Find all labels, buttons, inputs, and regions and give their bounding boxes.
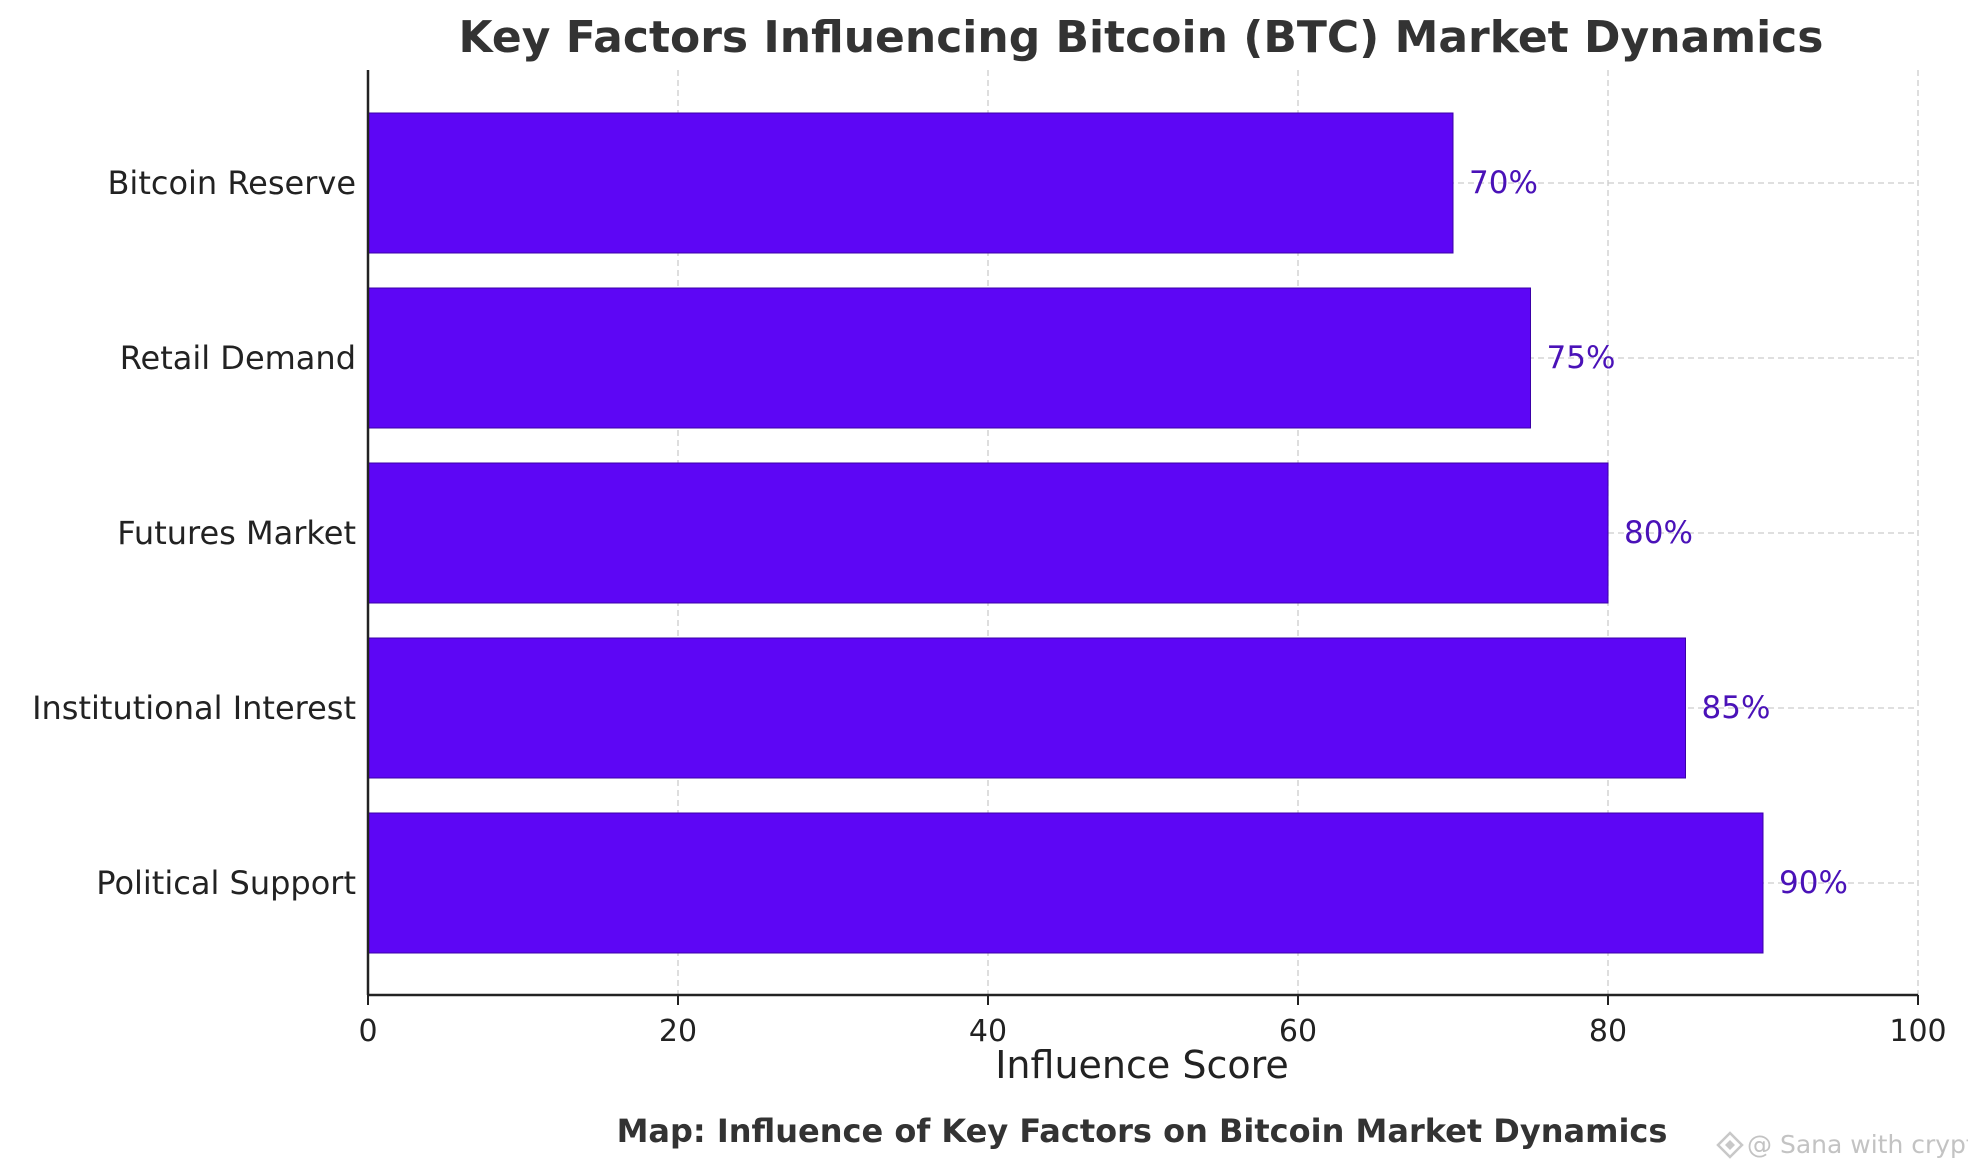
category-label: Bitcoin Reserve [107,164,356,202]
data-label: 85% [1702,690,1771,726]
bar [367,112,1454,254]
category-label: Institutional Interest [32,689,356,727]
chart-subtitle: Map: Influence of Key Factors on Bitcoin… [617,1112,1668,1150]
x-tick-label: 0 [358,1014,377,1049]
bar [367,637,1686,779]
watermark-text: @ Sana with crypto [1747,1130,1968,1159]
category-label: Political Support [96,864,356,902]
chart-title: Key Factors Influencing Bitcoin (BTC) Ma… [459,12,1824,63]
data-label: 90% [1779,865,1848,901]
data-labels: 90% 85% 80% 75% 70% [1469,165,1848,901]
x-tick-label: 100 [1889,1014,1946,1049]
watermark: @ Sana with crypto [1716,1130,1968,1159]
category-labels: Political Support Institutional Interest F… [32,164,356,902]
bars [367,112,1764,954]
category-label: Futures Market [117,514,356,552]
x-tick-label: 20 [659,1014,697,1049]
data-label: 80% [1624,515,1693,551]
watermark-logo-icon [1716,1131,1744,1159]
bar [367,812,1764,954]
bar [367,287,1531,429]
x-axis-label: Influence Score [995,1043,1289,1087]
x-tick-label: 40 [969,1014,1007,1049]
data-label: 70% [1469,165,1538,201]
bar [367,462,1609,604]
x-ticks: 0 20 40 60 80 100 [358,995,1947,1049]
x-tick-label: 80 [1589,1014,1627,1049]
data-label: 75% [1547,340,1616,376]
x-tick-label: 60 [1279,1014,1317,1049]
category-label: Retail Demand [120,339,356,377]
